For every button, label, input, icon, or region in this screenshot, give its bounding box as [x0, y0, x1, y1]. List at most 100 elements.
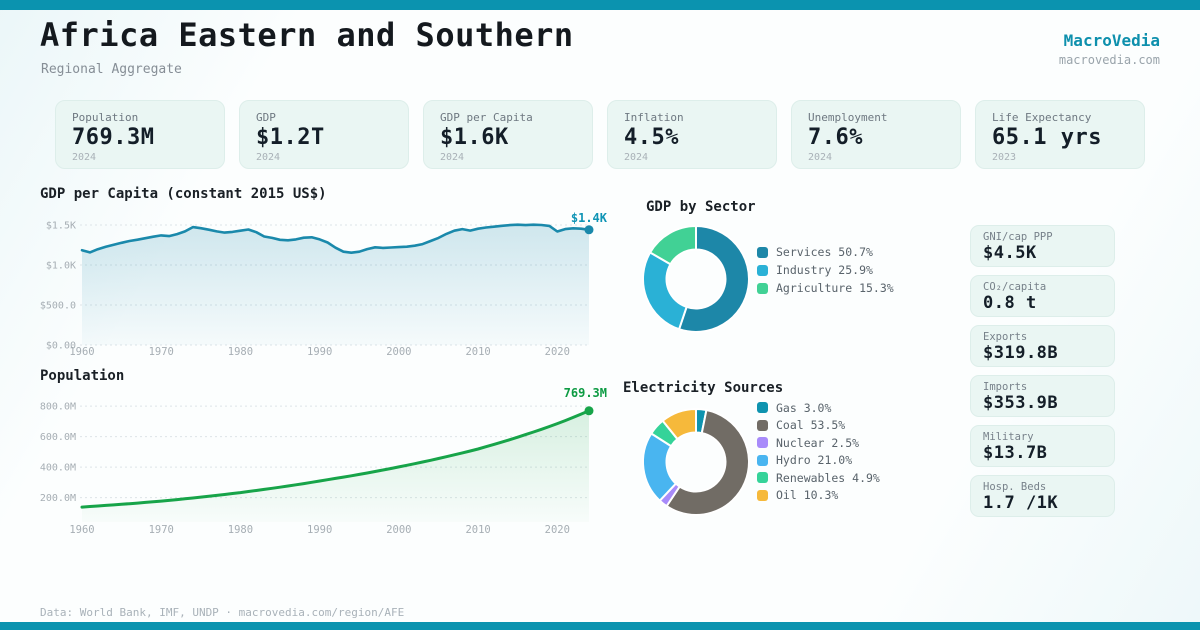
- bottom-accent-bar: [0, 622, 1200, 630]
- stat-card-label: GDP per Capita: [440, 111, 533, 124]
- side-card-value: $353.9B: [983, 393, 1059, 413]
- svg-text:2010: 2010: [465, 346, 490, 358]
- svg-text:600.0M: 600.0M: [40, 432, 76, 443]
- stat-card: Population 769.3M 2024: [55, 100, 225, 169]
- population-area-chart: 800.0M 600.0M 400.0M 200.0M 1960 1970 1980 1990…: [40, 386, 607, 536]
- stat-card-label: GDP: [256, 111, 276, 124]
- legend-swatch-icon: [757, 472, 768, 484]
- side-card-label: Military: [983, 431, 1034, 443]
- side-card-label: Imports: [983, 381, 1028, 393]
- side-card-value: $319.8B: [983, 343, 1059, 363]
- legend-item: Agriculture 15.3%: [757, 279, 894, 297]
- stat-card-value: $1.6K: [440, 125, 509, 150]
- legend-label: Nuclear 2.5%: [776, 435, 860, 450]
- stat-card-value: 4.5%: [624, 125, 679, 150]
- brand-site-link[interactable]: macrovedia.com: [1058, 53, 1160, 67]
- legend-label: Hydro 21.0%: [776, 453, 853, 468]
- stat-card-year: 2024: [256, 152, 281, 163]
- legend-swatch-icon: [757, 246, 768, 258]
- side-card-value: 1.7 /1K: [983, 493, 1059, 513]
- legend-label: Services 50.7%: [776, 245, 873, 259]
- population-chart-title: Population: [40, 368, 125, 384]
- gdp-per-capita-chart-title: GDP per Capita (constant 2015 US$): [40, 186, 327, 202]
- stat-card: Inflation 4.5% 2024: [607, 100, 777, 169]
- legend-item: Oil 10.3%: [757, 487, 880, 505]
- side-card: CO₂/capita 0.8 t: [970, 275, 1115, 317]
- svg-text:$1.0K: $1.0K: [46, 261, 76, 272]
- side-card-value: $13.7B: [983, 443, 1048, 463]
- stat-card: GDP per Capita $1.6K 2024: [423, 100, 593, 169]
- stat-card-year: 2024: [808, 152, 833, 163]
- side-card-label: CO₂/capita: [983, 281, 1047, 293]
- svg-text:$0.00: $0.00: [46, 341, 76, 352]
- side-card: Hosp. Beds 1.7 /1K: [970, 475, 1115, 517]
- electricity-sources-donut-chart: [642, 408, 751, 516]
- svg-text:1980: 1980: [228, 346, 253, 358]
- side-card: Imports $353.9B: [970, 375, 1115, 417]
- stat-card-value: 7.6%: [808, 125, 863, 150]
- gdp-by-sector-legend: Services 50.7% Industry 25.9% Agriculture …: [757, 243, 894, 297]
- legend-label: Renewables 4.9%: [776, 470, 880, 485]
- legend-swatch-icon: [757, 282, 768, 294]
- legend-item: Nuclear 2.5%: [757, 434, 880, 452]
- side-card-column: GNI/cap PPP $4.5K CO₂/capita 0.8 t Exports $3…: [970, 225, 1115, 517]
- stat-card-year: 2024: [624, 152, 649, 163]
- svg-text:$500.0: $500.0: [40, 301, 76, 312]
- side-card-label: Exports: [983, 331, 1028, 343]
- brand-logo[interactable]: MacroVedia: [1063, 31, 1160, 50]
- svg-text:1960: 1960: [69, 524, 94, 536]
- legend-item: Industry 25.9%: [757, 261, 894, 279]
- side-card-label: Hosp. Beds: [983, 481, 1047, 493]
- gdp-by-sector-donut-chart: [642, 225, 750, 333]
- stat-card-row: Population 769.3M 2024 GDP $1.2T 2024 GDP per …: [55, 100, 1145, 169]
- stat-card-label: Inflation: [624, 111, 684, 124]
- top-accent-bar: [0, 0, 1200, 10]
- legend-swatch-icon: [757, 489, 768, 501]
- legend-item: Services 50.7%: [757, 243, 894, 261]
- stat-card-value: 65.1 yrs: [992, 125, 1102, 150]
- side-card-value: 0.8 t: [983, 293, 1037, 313]
- svg-text:2010: 2010: [465, 524, 490, 536]
- electricity-sources-legend: Gas 3.0% Coal 53.5% Nuclear 2.5% Hydro 21.0…: [757, 399, 880, 504]
- side-card: GNI/cap PPP $4.5K: [970, 225, 1115, 267]
- footer-attribution: Data: World Bank, IMF, UNDP · macrovedia…: [40, 606, 405, 619]
- stat-card: GDP $1.2T 2024: [239, 100, 409, 169]
- electricity-sources-title: Electricity Sources: [623, 380, 784, 396]
- legend-swatch-icon: [757, 437, 768, 449]
- svg-text:2000: 2000: [386, 346, 411, 358]
- stat-card-label: Life Expectancy: [992, 111, 1092, 124]
- stat-card-year: 2024: [72, 152, 97, 163]
- stat-card-label: Unemployment: [808, 111, 888, 124]
- stat-card-value: $1.2T: [256, 125, 325, 150]
- legend-swatch-icon: [757, 264, 768, 276]
- legend-label: Industry 25.9%: [776, 263, 873, 277]
- svg-text:2020: 2020: [545, 524, 570, 536]
- svg-text:1970: 1970: [149, 524, 174, 536]
- svg-text:1990: 1990: [307, 524, 332, 536]
- svg-text:1990: 1990: [307, 346, 332, 358]
- stat-card-value: 769.3M: [72, 125, 155, 150]
- gdp-by-sector-title: GDP by Sector: [646, 199, 756, 215]
- page-subtitle: Regional Aggregate: [41, 62, 182, 77]
- svg-text:1960: 1960: [69, 346, 94, 358]
- svg-text:2020: 2020: [545, 346, 570, 358]
- svg-text:1980: 1980: [228, 524, 253, 536]
- svg-text:$1.4K: $1.4K: [571, 211, 608, 225]
- page-title: Africa Eastern and Southern: [40, 16, 574, 54]
- svg-text:2000: 2000: [386, 524, 411, 536]
- svg-text:800.0M: 800.0M: [40, 402, 76, 413]
- legend-item: Renewables 4.9%: [757, 469, 880, 487]
- side-card-label: GNI/cap PPP: [983, 231, 1053, 243]
- legend-swatch-icon: [757, 402, 768, 414]
- side-card: Military $13.7B: [970, 425, 1115, 467]
- stat-card: Life Expectancy 65.1 yrs 2023: [975, 100, 1145, 169]
- stat-card-year: 2023: [992, 152, 1017, 163]
- legend-swatch-icon: [757, 419, 768, 431]
- stat-card: Unemployment 7.6% 2024: [791, 100, 961, 169]
- legend-label: Gas 3.0%: [776, 400, 832, 415]
- svg-text:769.3M: 769.3M: [564, 386, 607, 400]
- svg-text:$1.5K: $1.5K: [46, 221, 76, 232]
- svg-text:400.0M: 400.0M: [40, 463, 76, 474]
- legend-label: Oil 10.3%: [776, 488, 839, 503]
